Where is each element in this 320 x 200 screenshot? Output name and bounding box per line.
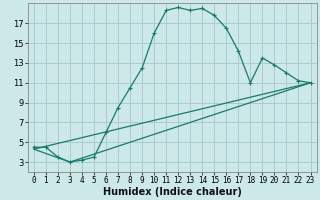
X-axis label: Humidex (Indice chaleur): Humidex (Indice chaleur) — [103, 187, 242, 197]
